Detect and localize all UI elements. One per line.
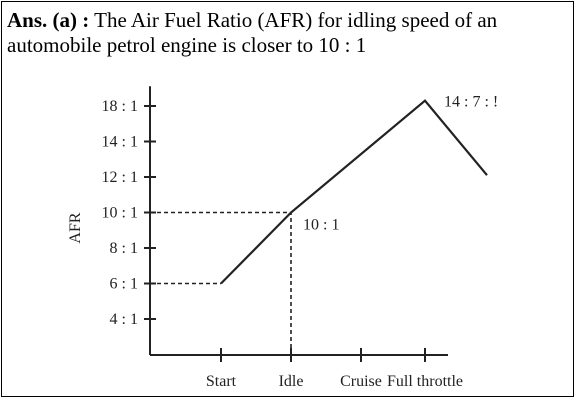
chart-guides — [150, 211, 292, 355]
y-axis-title: AFR — [67, 212, 84, 243]
chart-labels: 4 : 1 6 : 1 8 : 1 10 : 1 12 : 1 14 : 1 18 : 1 S… — [67, 94, 498, 390]
answer-body: The Air Fuel Ratio (AFR) for idling spee… — [7, 8, 498, 57]
chart-axes — [144, 86, 448, 362]
x-tick-label: Idle — [279, 373, 304, 390]
x-tick-label: Full throttle — [387, 373, 463, 390]
x-tick-label: Cruise — [340, 373, 382, 390]
y-tick-label: 10 : 1 — [102, 205, 138, 222]
chart-series — [220, 99, 488, 285]
answer-lead: Ans. (a) : — [7, 8, 90, 32]
afr-series-line — [220, 99, 488, 285]
x-tick-label: Start — [206, 373, 237, 390]
y-tick-label: 18 : 1 — [102, 98, 138, 115]
answer-text: Ans. (a) : The Air Fuel Ratio (AFR) for … — [7, 8, 572, 58]
y-tick-label: 12 : 1 — [102, 169, 138, 186]
annotation-idle-value: 10 : 1 — [303, 217, 339, 234]
annotation-peak-value: 14 : 7 : ! — [444, 94, 498, 111]
y-tick-label: 8 : 1 — [110, 240, 138, 257]
y-tick-label: 14 : 1 — [102, 134, 138, 151]
y-tick-label: 6 : 1 — [110, 276, 138, 293]
y-tick-label: 4 : 1 — [110, 311, 138, 328]
